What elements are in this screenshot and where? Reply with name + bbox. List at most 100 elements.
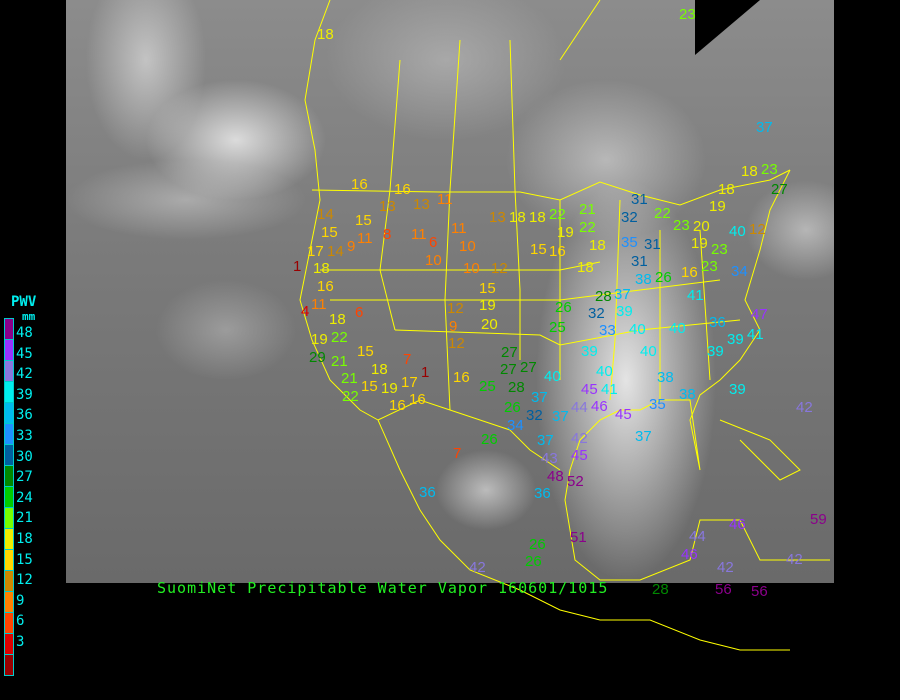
station-pwv-value: 20 [693,218,710,235]
legend-label: 21 [16,510,33,527]
station-pwv-value: 39 [616,303,633,320]
station-pwv-value: 9 [347,238,356,255]
station-pwv-value: 23 [701,258,718,275]
station-pwv-value: 11 [437,191,453,208]
station-pwv-value: 26 [525,553,542,570]
pwv-legend: PWV mm 48 45 42 39 36 33 30 27 24 21 18 15 12 9 6 3 [0,293,60,676]
station-pwv-value: 16 [394,181,411,198]
station-pwv-value: 32 [621,209,638,226]
legend-label: 3 [16,634,25,650]
station-pwv-value: 12 [447,300,464,317]
station-pwv-value: 40 [596,363,613,380]
station-pwv-value: 15 [361,378,378,395]
station-pwv-value: 48 [547,468,564,485]
legend-label: 30 [16,448,33,465]
station-pwv-value: 16 [409,391,426,408]
station-pwv-value: 16 [317,278,334,295]
station-pwv-value: 27 [501,344,518,361]
station-pwv-value: 28 [595,288,612,305]
station-pwv-value: 29 [309,349,326,366]
station-pwv-value: 34 [731,263,748,280]
station-pwv-value: 45 [581,381,598,398]
map-caption: SuomiNet Precipitable Water Vapor 160601… [157,579,609,597]
station-pwv-value: 8 [383,226,392,243]
station-pwv-value: 12 [491,260,508,277]
station-pwv-value: 56 [715,581,732,598]
station-pwv-value: 46 [681,546,698,563]
station-pwv-value: 44 [689,528,706,545]
legend-label: 27 [16,469,33,486]
mexico-coast [377,419,790,651]
station-pwv-value: 10 [425,252,442,269]
station-pwv-value: 37 [756,119,773,136]
station-pwv-value: 17 [401,374,418,391]
station-pwv-value: 22 [342,388,359,405]
legend-swatch [4,465,14,486]
station-pwv-value: 18 [329,311,346,328]
station-pwv-value: 13 [413,196,430,213]
legend-swatch [4,507,14,528]
station-pwv-value: 40 [629,321,646,338]
legend-label: 33 [16,428,33,444]
station-pwv-value: 22 [331,329,348,346]
legend-swatch [4,318,14,339]
station-pwv-value: 26 [655,269,672,286]
legend-swatch [4,486,14,507]
station-pwv-value: 14 [317,206,334,223]
canada-us-border [311,169,791,206]
station-pwv-value: 12 [749,221,766,238]
station-pwv-value: 16 [453,369,470,386]
station-pwv-value: 15 [357,343,374,360]
station-pwv-value: 18 [317,26,334,43]
station-pwv-value: 15 [355,212,372,229]
legend-swatch [4,360,14,381]
station-pwv-value: 25 [479,378,496,395]
station-pwv-value: 52 [567,473,584,490]
station-pwv-value: 42 [786,551,803,568]
legend-label: 48 [16,325,33,341]
station-pwv-value: 35 [621,234,638,251]
station-pwv-value: 25 [549,319,566,336]
legend-unit: mm [22,310,36,323]
no-data-corner [695,0,760,55]
station-pwv-value: 11 [411,226,427,243]
station-pwv-value: 38 [657,369,674,386]
station-pwv-value: 10 [459,238,476,255]
station-pwv-value: 16 [389,397,406,414]
station-pwv-value: 6 [429,234,438,251]
legend-swatch [4,612,14,633]
station-pwv-value: 23 [679,6,696,23]
station-pwv-value: 15 [321,224,338,241]
station-pwv-value: 26 [529,536,546,553]
station-pwv-value: 27 [520,359,537,376]
station-pwv-value: 32 [526,407,543,424]
legend-swatch [4,570,14,591]
station-pwv-value: 14 [327,243,344,260]
station-pwv-value: 9 [449,318,458,335]
legend-swatch [4,591,14,612]
station-pwv-value: 11 [451,220,467,237]
station-pwv-value: 42 [717,559,734,576]
station-pwv-value: 36 [419,484,436,501]
station-pwv-value: 43 [541,450,558,467]
legend-colorbar [4,318,14,676]
satellite-image [66,0,834,583]
station-pwv-value: 12 [448,335,465,352]
station-pwv-value: 18 [313,260,330,277]
station-pwv-value: 19 [557,224,574,241]
station-pwv-value: 39 [707,343,724,360]
station-pwv-value: 39 [727,331,744,348]
state-line [609,199,621,401]
station-pwv-value: 31 [644,236,661,253]
station-pwv-value: 19 [709,198,726,215]
station-pwv-value: 19 [691,235,708,252]
station-pwv-value: 16 [681,264,698,281]
station-pwv-value: 22 [549,206,566,223]
station-pwv-value: 20 [481,316,498,333]
station-pwv-value: 23 [711,241,728,258]
station-pwv-value: 56 [751,583,768,600]
station-pwv-value: 42 [796,399,813,416]
state-line [320,261,601,271]
station-pwv-value: 51 [570,529,587,546]
